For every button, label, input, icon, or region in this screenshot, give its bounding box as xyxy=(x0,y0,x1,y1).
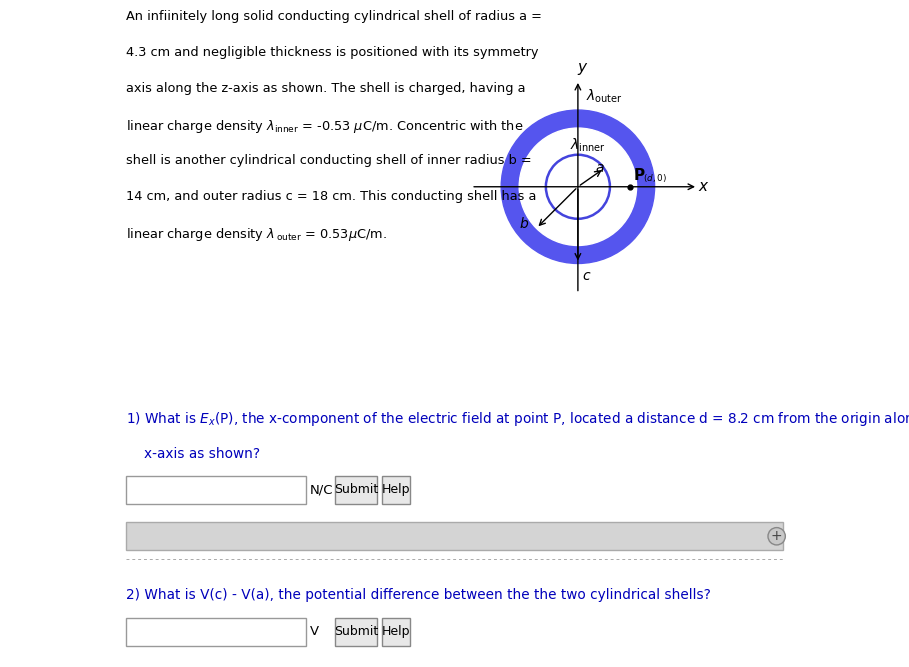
Bar xyxy=(335,618,377,646)
Text: N/C: N/C xyxy=(310,483,334,496)
Text: $\lambda_{\rm outer}$: $\lambda_{\rm outer}$ xyxy=(586,87,623,105)
Bar xyxy=(126,618,306,646)
Text: x: x xyxy=(699,179,708,194)
Text: 2) What is V(c) - V(a), the potential difference between the the two cylindrical: 2) What is V(c) - V(a), the potential di… xyxy=(126,588,711,602)
Text: y: y xyxy=(577,60,586,75)
Text: Help: Help xyxy=(382,625,410,638)
Text: 14 cm, and outer radius c = 18 cm. This conducting shell has a: 14 cm, and outer radius c = 18 cm. This … xyxy=(126,190,536,203)
Bar xyxy=(126,522,783,550)
Bar xyxy=(382,618,411,646)
Circle shape xyxy=(768,528,785,545)
Bar xyxy=(335,476,377,504)
Text: Submit: Submit xyxy=(334,625,378,638)
Circle shape xyxy=(519,128,636,245)
Text: An infiinitely long solid conducting cylindrical shell of radius a =: An infiinitely long solid conducting cyl… xyxy=(126,10,542,23)
Text: +: + xyxy=(771,530,783,543)
Text: Submit: Submit xyxy=(334,483,378,496)
Text: linear charge density $\lambda$ $\!_{\rm outer}$ = 0.53$\mu$C/m.: linear charge density $\lambda$ $\!_{\rm… xyxy=(126,226,387,243)
Text: 1) What is $E_x$(P), the x-component of the electric field at point P, located a: 1) What is $E_x$(P), the x-component of … xyxy=(126,410,909,428)
Text: linear charge density $\lambda_{\rm inner}$ = -0.53 $\mu$C/m. Concentric with th: linear charge density $\lambda_{\rm inne… xyxy=(126,118,524,135)
Circle shape xyxy=(501,110,654,263)
Text: axis along the z-axis as shown. The shell is charged, having a: axis along the z-axis as shown. The shel… xyxy=(126,82,525,95)
Text: $\lambda_{\rm inner}$: $\lambda_{\rm inner}$ xyxy=(570,136,605,153)
Bar xyxy=(126,476,306,504)
Text: b: b xyxy=(520,217,528,231)
Text: $\mathbf{P}$: $\mathbf{P}$ xyxy=(633,167,645,183)
Text: c: c xyxy=(583,269,590,283)
Bar xyxy=(382,476,411,504)
Text: x-axis as shown?: x-axis as shown? xyxy=(145,447,261,461)
Text: shell is another cylindrical conducting shell of inner radius b =: shell is another cylindrical conducting … xyxy=(126,154,532,167)
Text: a: a xyxy=(595,161,604,175)
Text: Help: Help xyxy=(382,483,410,496)
Text: V: V xyxy=(310,625,319,638)
Text: $_{(d,0)}$: $_{(d,0)}$ xyxy=(643,173,666,185)
Text: 4.3 cm and negligible thickness is positioned with its symmetry: 4.3 cm and negligible thickness is posit… xyxy=(126,46,539,59)
